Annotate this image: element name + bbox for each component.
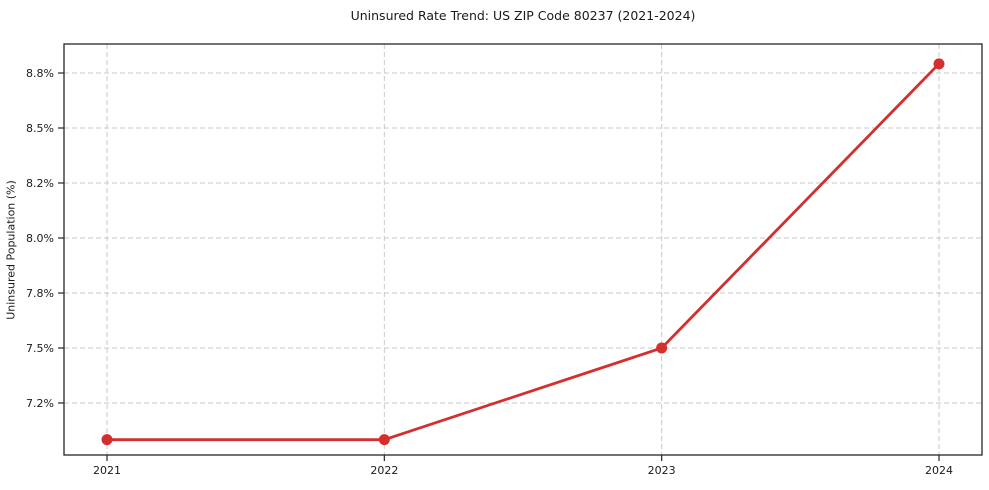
trend-line [105,62,941,442]
x-tick-label: 2022 [370,464,398,477]
data-point-2023 [656,342,668,354]
x-tick-label: 2023 [648,464,676,477]
y-tick-label: 7.8% [26,287,54,300]
plot-border [63,43,983,456]
y-tick-label: 8.5% [26,122,54,135]
y-tick-label: 8.0% [26,232,54,245]
y-tick-label: 7.5% [26,342,54,355]
y-tick-label: 8.2% [26,177,54,190]
x-tick-label: 2021 [93,464,121,477]
y-tick-label: 7.2% [26,397,54,410]
chart-title: Uninsured Rate Trend: US ZIP Code 80237 … [350,8,696,23]
data-point-2024 [933,58,945,70]
data-point-2021 [101,434,113,446]
data-point-2022 [378,434,390,446]
y-tick-label: 8.8% [26,67,54,80]
x-tick-label: 2024 [925,464,953,477]
